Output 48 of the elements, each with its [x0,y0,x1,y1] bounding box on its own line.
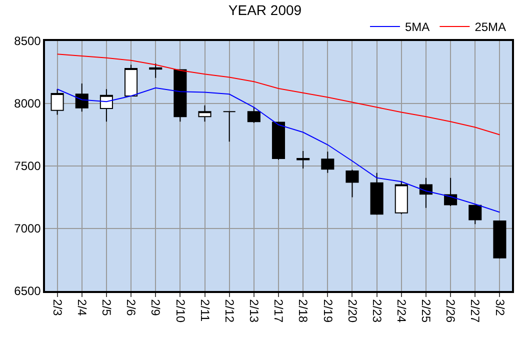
legend-label: 5MA [405,20,430,34]
candlestick [370,172,384,216]
x-tick-label: 2/3 [50,299,64,316]
x-tick-label: 2/17 [272,299,286,323]
legend-label: 25MA [474,20,506,34]
candlestick [296,150,310,169]
x-tick-label: 2/19 [320,299,335,323]
x-tick-label: 2/20 [345,299,360,323]
x-tick-label: 2/5 [100,299,114,316]
candlestick [50,88,64,116]
candlestick [198,104,212,122]
x-tick-label: 2/4 [74,299,89,316]
x-tick-label: 2/23 [370,299,384,323]
x-tick-label: 2/24 [394,299,408,323]
x-tick-label: 2/9 [148,299,163,316]
x-tick-label: 2/27 [468,299,482,323]
x-tick-label: 2/26 [444,299,458,323]
candlestick [75,83,88,112]
candlestick [100,88,113,122]
x-tick-label: 2/12 [222,299,236,323]
x-tick-label: 2/11 [198,299,212,322]
candlestick [222,111,236,142]
candlestick [149,63,162,78]
candlestick [444,177,458,206]
x-tick-label: 2/25 [419,299,434,323]
x-tick-label: 2/13 [247,299,262,323]
candlestick [174,69,187,122]
x-tick-label: 2/18 [296,299,310,323]
candlestick [272,122,286,160]
candlestick [468,204,482,225]
candlestick [321,151,334,174]
line-series [56,87,500,213]
x-tick-label: 2/10 [173,299,188,323]
candlestick [394,180,408,215]
x-tick-label: 3/2 [492,299,507,316]
candlestick [493,220,506,259]
candlestick [419,177,432,208]
line-series [56,54,500,136]
candlestick [124,64,138,96]
candlestick [346,169,359,198]
chart-title: YEAR 2009 [228,2,302,18]
x-tick-label: 2/6 [124,299,138,316]
y-tick-label: 7500 [14,159,42,174]
y-tick-label: 8500 [14,34,42,48]
y-tick-label: 8000 [14,96,42,111]
candlestick [247,106,260,124]
y-tick-label: 7000 [14,222,42,236]
y-tick-label: 6500 [14,284,42,298]
